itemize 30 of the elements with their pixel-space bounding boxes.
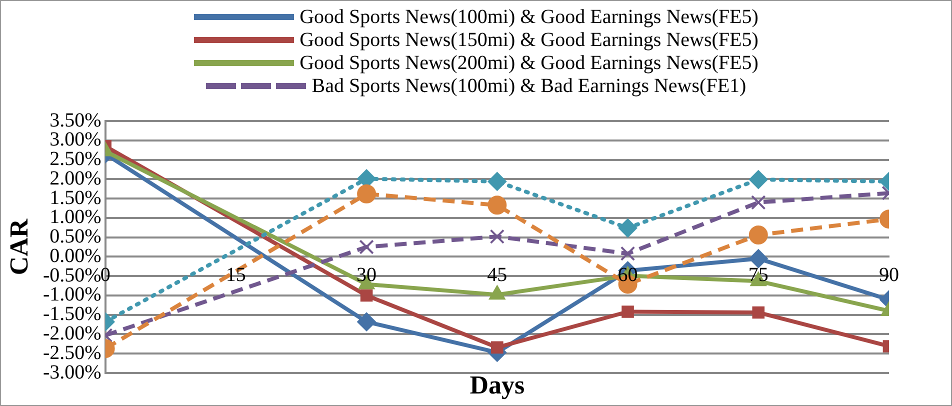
point: [488, 196, 507, 215]
point: [357, 312, 376, 332]
legend-label: Bad Sports News(100mi) & Bad Earnings News(FE1): [312, 74, 746, 96]
x-tick-label: 15: [226, 264, 246, 286]
x-tick-label: 0: [100, 264, 110, 286]
y-tick-label: -1.00%: [42, 284, 102, 306]
y-tick-label: -3.00%: [42, 361, 102, 384]
point: [360, 289, 373, 302]
legend-label: Good Sports News(200mi) & Good Earnings News(FE5): [300, 52, 758, 74]
point: [620, 246, 636, 261]
y-tick-label: -2.50%: [42, 342, 102, 364]
x-axis-title: Days: [470, 370, 525, 400]
x-tick-label: 60: [618, 264, 638, 286]
point: [490, 229, 505, 244]
point: [622, 306, 634, 318]
x-tick-label: 45: [487, 264, 508, 286]
point: [618, 218, 638, 238]
y-tick-label: 1.50%: [50, 186, 102, 209]
point: [488, 172, 507, 191]
point: [491, 341, 504, 354]
point: [357, 184, 376, 204]
y-tick-label: 3.00%: [50, 128, 102, 151]
y-axis-title: CAR: [4, 218, 34, 276]
point: [359, 240, 374, 254]
y-tick-label: 3.50%: [50, 109, 102, 132]
y-tick-label: -0.50%: [42, 264, 102, 286]
legend-label: Good Sports News(100mi) & Good Earnings News(FE5): [300, 6, 758, 28]
x-tick-label: 90: [879, 264, 899, 286]
y-tick-label: 1.00%: [50, 206, 102, 228]
legend-label: Good Sports News(150mi) & Good Earnings News(FE5): [300, 28, 758, 50]
